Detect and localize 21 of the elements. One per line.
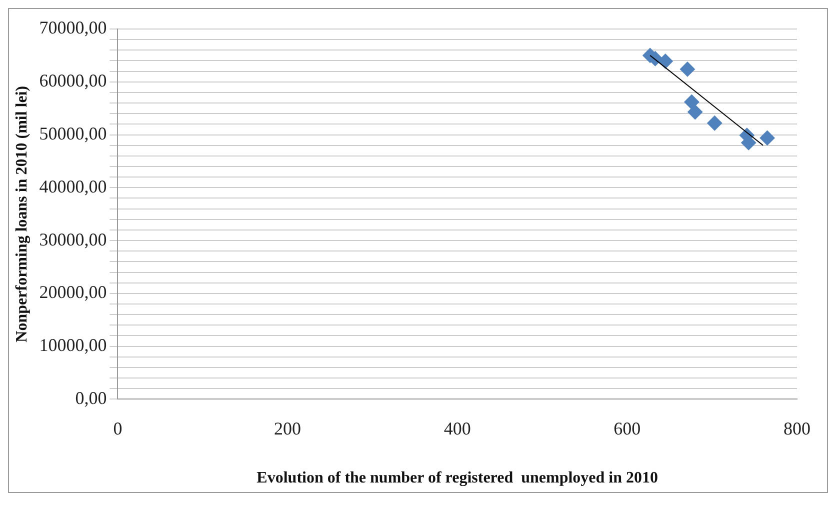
x-axis-title: Evolution of the number of registered unemployed in 2010	[256, 470, 658, 487]
x-tick-label: 0	[113, 418, 122, 439]
y-tick-label: 40000,00	[39, 176, 107, 196]
y-tick-label: 10000,00	[39, 335, 107, 356]
point	[688, 104, 703, 120]
x-tick-label: 600	[614, 418, 641, 439]
y-tick-label: 30000,00	[39, 229, 107, 250]
point	[680, 62, 695, 77]
y-tick-label: 20000,00	[39, 282, 107, 302]
point	[684, 94, 700, 110]
y-axis-title: Nonperforming loans in 2010 (mil lei)	[14, 86, 31, 342]
point	[658, 54, 673, 69]
x-tick-label: 200	[274, 418, 302, 439]
point	[760, 130, 775, 146]
point	[707, 116, 722, 131]
y-tick-label: 50000,00	[39, 124, 107, 144]
x-tick-label: 400	[444, 418, 471, 439]
y-tick-label: 70000,00	[39, 18, 107, 38]
y-tick-label: 0,00	[75, 388, 107, 408]
x-tick-label: 800	[784, 418, 810, 439]
y-tick-label: 60000,00	[39, 70, 107, 91]
